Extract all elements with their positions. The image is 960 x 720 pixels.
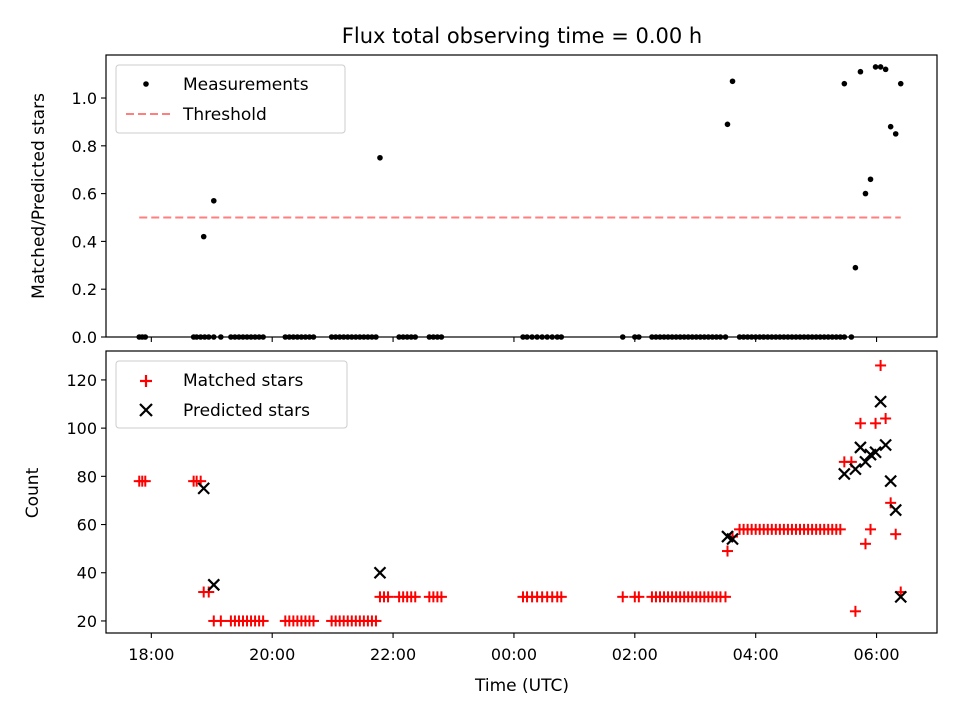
x-tick-label: 18:00 xyxy=(128,645,174,664)
legend-measurements-label: Measurements xyxy=(183,75,309,95)
top-chart-title: Flux total observing time = 0.00 h xyxy=(342,24,702,48)
measurement-point xyxy=(877,64,884,70)
matched-stars-point xyxy=(721,545,733,557)
predicted-stars-point xyxy=(207,578,221,592)
y-tick-label: 0.6 xyxy=(72,185,97,204)
matched-stars-point xyxy=(307,615,319,627)
y-tick-label: 20 xyxy=(77,612,97,631)
top-y-axis-label: Matched/Predicted stars xyxy=(29,93,49,299)
predicted-stars-point xyxy=(869,445,882,459)
bottom-legend-box xyxy=(115,360,348,429)
x-tick-label: 02:00 xyxy=(612,645,658,664)
top-panel-frame xyxy=(105,54,938,338)
predicted-stars-point xyxy=(197,482,210,495)
measurement-point xyxy=(882,66,889,73)
predicted-stars-point xyxy=(838,467,851,481)
measurement-point xyxy=(729,78,736,85)
x-tick-label: 22:00 xyxy=(370,645,416,664)
y-tick-label: 0.0 xyxy=(72,328,97,347)
measurement-point xyxy=(852,264,859,271)
matched-stars-point xyxy=(257,615,269,627)
bottom-panel: 18:00 20:00 22:00 00:00 02:00 04:00 06:00 20 40 6… xyxy=(23,350,938,696)
predicted-stars-point xyxy=(879,438,892,452)
matched-stars-point xyxy=(617,591,629,603)
x-tick-label: 06:00 xyxy=(854,645,900,664)
predicted-stars-point xyxy=(373,566,387,580)
predicted-stars-point xyxy=(889,503,902,517)
matched-stars-point xyxy=(382,591,394,603)
bottom-y-axis-label: Count xyxy=(23,467,43,518)
top-legend: Measurements Threshold xyxy=(115,64,346,134)
matched-stars-point xyxy=(719,591,731,603)
top-panel: 0.0 0.2 0.4 0.6 0.8 1.0 Matched/Predicted sta… xyxy=(29,54,938,347)
legend-matched-label: Matched stars xyxy=(183,371,303,391)
predicted-stars-point xyxy=(874,395,887,408)
matched-stars-point xyxy=(370,615,382,627)
y-tick-label: 0.8 xyxy=(72,137,97,156)
matched-stars-point xyxy=(555,591,567,603)
matched-stars-point xyxy=(875,359,887,371)
x-axis-label: Time (UTC) xyxy=(474,676,569,696)
y-tick-label: 1.0 xyxy=(72,89,97,108)
matched-stars-point xyxy=(880,412,892,424)
legend-matched-marker xyxy=(140,375,152,387)
y-tick-label: 60 xyxy=(77,516,97,535)
matched-stars-point xyxy=(215,615,227,627)
y-tick-label: 0.4 xyxy=(72,232,97,251)
bottom-panel-axes: 18:00 20:00 22:00 00:00 02:00 04:00 06:00 20 40 6… xyxy=(66,371,899,664)
legend-measurements-marker xyxy=(143,81,149,87)
x-tick-label: 00:00 xyxy=(491,645,537,664)
matched-stars-point xyxy=(890,528,902,540)
matched-stars-point xyxy=(849,605,861,617)
measurement-point xyxy=(724,121,731,128)
measurement-point xyxy=(887,123,894,130)
bottom-legend: Matched stars Predicted stars xyxy=(115,360,348,429)
measurement-point xyxy=(841,80,848,87)
x-tick-label: 04:00 xyxy=(733,645,779,664)
y-tick-label: 40 xyxy=(77,564,97,583)
predicted-stars-point xyxy=(884,474,897,488)
legend-predicted-label: Predicted stars xyxy=(183,401,310,421)
legend-predicted-marker xyxy=(139,403,153,417)
predicted-stars-point xyxy=(859,455,872,469)
matched-stars-point xyxy=(409,591,421,603)
top-legend-box xyxy=(115,64,346,134)
matched-stars-point xyxy=(870,417,882,429)
y-tick-label: 80 xyxy=(77,467,97,486)
predicted-stars-point xyxy=(854,441,867,454)
measurement-point xyxy=(892,131,899,137)
top-panel-axes: 0.0 0.2 0.4 0.6 0.8 1.0 xyxy=(72,89,878,347)
predicted-stars-point xyxy=(849,462,862,476)
matched-stars-point xyxy=(435,591,447,603)
measurement-point xyxy=(862,190,869,197)
y-tick-label: 120 xyxy=(66,371,97,390)
matched-stars-point xyxy=(859,538,871,550)
measurement-point xyxy=(867,176,874,183)
bottom-panel-frame xyxy=(105,350,938,634)
matched-stars-point xyxy=(865,523,877,535)
y-tick-label: 100 xyxy=(66,419,97,438)
predicted-stars-point xyxy=(894,590,908,604)
y-tick-label: 0.2 xyxy=(72,280,97,299)
measurement-point xyxy=(377,154,383,161)
measurement-point xyxy=(872,64,879,70)
matched-stars-point xyxy=(854,417,866,429)
measurement-point xyxy=(897,80,904,87)
bottom-panel-marks xyxy=(133,359,908,627)
measurement-point xyxy=(200,233,207,240)
measurement-point xyxy=(210,197,217,204)
measurement-point xyxy=(857,68,864,75)
x-tick-label: 20:00 xyxy=(249,645,295,664)
matched-stars-point xyxy=(633,591,645,603)
matched-stars-point xyxy=(139,475,151,487)
matched-stars-point xyxy=(834,523,846,535)
legend-threshold-label: Threshold xyxy=(182,105,267,125)
predicted-stars-point xyxy=(726,532,739,546)
